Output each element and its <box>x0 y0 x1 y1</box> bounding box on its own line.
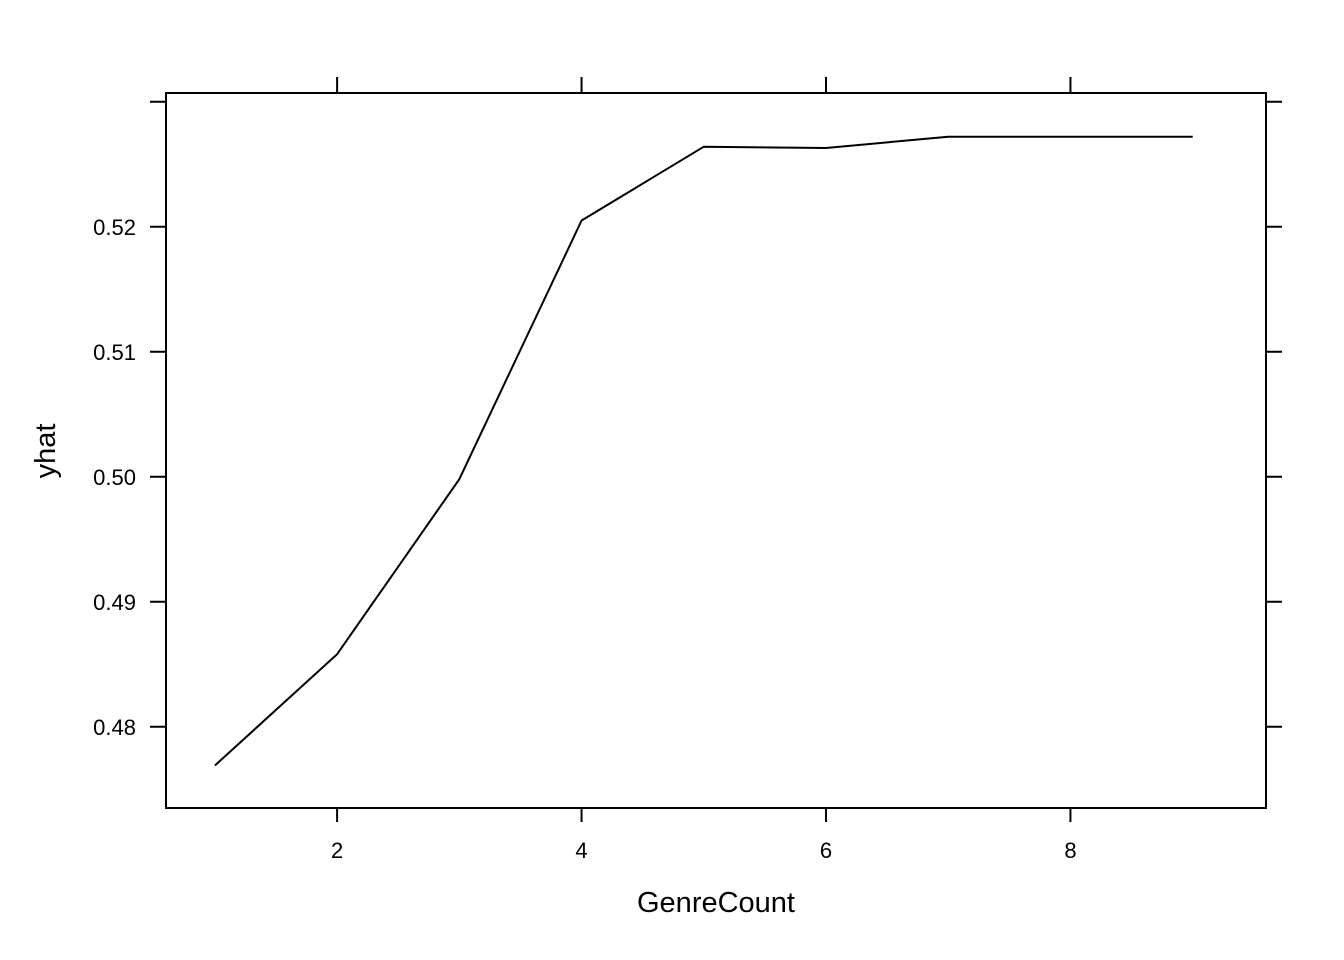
y-tick-label: 0.48 <box>93 715 136 740</box>
series-line <box>214 135 1193 767</box>
x-tick-label: 2 <box>331 838 343 863</box>
y-tick-label: 0.51 <box>93 340 136 365</box>
y-axis: 0.48 0.49 0.50 0.51 0.52 <box>93 100 1282 740</box>
y-tick-label: 0.49 <box>93 590 136 615</box>
plot-frame <box>165 92 1267 809</box>
x-tick-label: 4 <box>575 838 587 863</box>
y-tick-label: 0.50 <box>93 465 136 490</box>
x-axis: 2 4 6 8 <box>331 77 1077 863</box>
x-tick-label: 8 <box>1064 838 1076 863</box>
y-tick-label: 0.52 <box>93 215 136 240</box>
y-axis-title: yhat <box>30 424 62 479</box>
x-axis-title: GenreCount <box>637 887 795 919</box>
x-tick-label: 6 <box>820 838 832 863</box>
